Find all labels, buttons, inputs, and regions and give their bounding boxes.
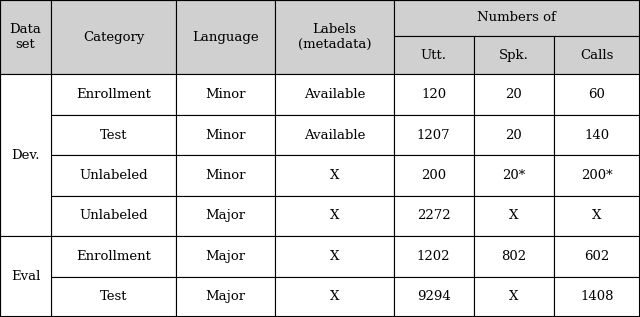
Bar <box>474 155 554 196</box>
Bar <box>176 115 275 155</box>
Text: 802: 802 <box>501 250 526 263</box>
Bar <box>554 236 640 276</box>
Text: Numbers of: Numbers of <box>477 11 556 24</box>
Text: Major: Major <box>205 290 246 303</box>
Bar <box>275 155 394 196</box>
Bar <box>51 0 176 74</box>
Text: 2272: 2272 <box>417 210 451 223</box>
Bar <box>176 196 275 236</box>
Text: 602: 602 <box>584 250 609 263</box>
Text: Enrollment: Enrollment <box>76 250 151 263</box>
Bar <box>554 115 640 155</box>
Bar <box>176 155 275 196</box>
Bar <box>176 0 275 74</box>
Text: Data
set: Data set <box>10 23 42 51</box>
Text: X: X <box>330 290 339 303</box>
Text: 20*: 20* <box>502 169 525 182</box>
Bar <box>474 236 554 276</box>
Text: Minor: Minor <box>205 129 246 142</box>
Text: Minor: Minor <box>205 169 246 182</box>
Text: 20: 20 <box>505 88 522 101</box>
Text: X: X <box>509 210 518 223</box>
Bar <box>554 36 640 74</box>
Bar <box>554 196 640 236</box>
Text: 1408: 1408 <box>580 290 614 303</box>
Text: Spk.: Spk. <box>499 49 529 61</box>
Bar <box>474 276 554 317</box>
Bar <box>51 276 176 317</box>
Bar <box>0 236 51 317</box>
Text: Test: Test <box>100 129 127 142</box>
Bar <box>474 74 554 115</box>
Text: Unlabeled: Unlabeled <box>79 210 148 223</box>
Bar <box>394 155 474 196</box>
Bar <box>51 115 176 155</box>
Text: X: X <box>330 169 339 182</box>
Bar <box>554 276 640 317</box>
Text: X: X <box>330 210 339 223</box>
Bar <box>394 0 640 36</box>
Bar <box>394 276 474 317</box>
Bar <box>176 276 275 317</box>
Text: 200: 200 <box>421 169 446 182</box>
Bar <box>394 236 474 276</box>
Text: Dev.: Dev. <box>12 149 40 162</box>
Bar <box>51 155 176 196</box>
Text: 9294: 9294 <box>417 290 451 303</box>
Bar <box>275 196 394 236</box>
Bar <box>0 0 51 74</box>
Text: Enrollment: Enrollment <box>76 88 151 101</box>
Bar <box>275 276 394 317</box>
Text: X: X <box>592 210 602 223</box>
Text: 1207: 1207 <box>417 129 451 142</box>
Bar <box>394 196 474 236</box>
Text: 200*: 200* <box>581 169 612 182</box>
Text: 20: 20 <box>505 129 522 142</box>
Text: 60: 60 <box>588 88 605 101</box>
Bar <box>275 74 394 115</box>
Bar <box>51 196 176 236</box>
Bar <box>394 115 474 155</box>
Bar <box>176 236 275 276</box>
Text: Minor: Minor <box>205 88 246 101</box>
Bar <box>275 236 394 276</box>
Text: Major: Major <box>205 210 246 223</box>
Bar <box>275 115 394 155</box>
Text: Available: Available <box>304 129 365 142</box>
Text: 140: 140 <box>584 129 609 142</box>
Bar <box>0 74 51 236</box>
Text: 1202: 1202 <box>417 250 451 263</box>
Bar <box>275 0 394 74</box>
Bar <box>176 74 275 115</box>
Bar <box>554 155 640 196</box>
Bar <box>51 74 176 115</box>
Text: Labels
(metadata): Labels (metadata) <box>298 23 371 51</box>
Bar <box>474 196 554 236</box>
Text: 120: 120 <box>421 88 446 101</box>
Text: Calls: Calls <box>580 49 614 61</box>
Text: X: X <box>509 290 518 303</box>
Text: Unlabeled: Unlabeled <box>79 169 148 182</box>
Text: Major: Major <box>205 250 246 263</box>
Text: X: X <box>330 250 339 263</box>
Bar <box>51 236 176 276</box>
Bar <box>394 74 474 115</box>
Text: Available: Available <box>304 88 365 101</box>
Text: Utt.: Utt. <box>420 49 447 61</box>
Text: Language: Language <box>192 31 259 44</box>
Text: Eval: Eval <box>11 270 40 283</box>
Bar <box>554 74 640 115</box>
Text: Category: Category <box>83 31 144 44</box>
Text: Test: Test <box>100 290 127 303</box>
Bar <box>394 36 474 74</box>
Bar <box>474 36 554 74</box>
Bar <box>474 115 554 155</box>
